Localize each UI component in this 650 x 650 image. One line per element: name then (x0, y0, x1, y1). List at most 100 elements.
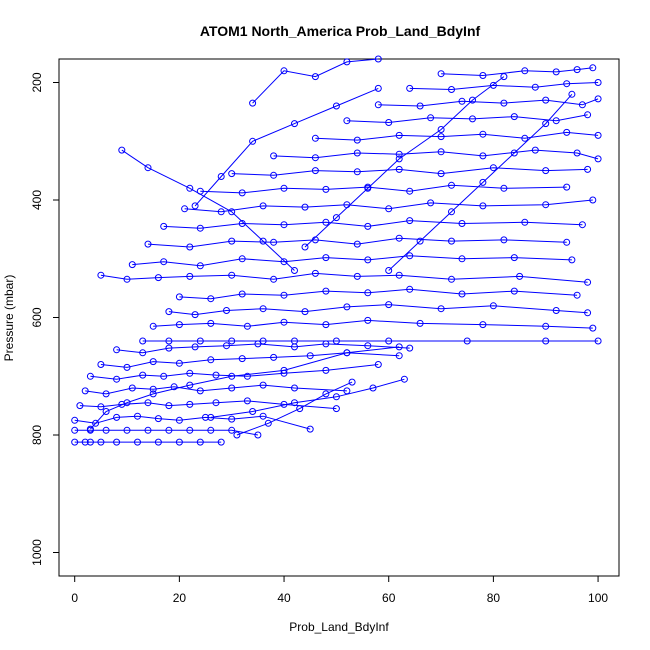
data-point (395, 150, 403, 158)
y-axis: 200 400 600 800 1000 (30, 72, 59, 566)
data-point (374, 55, 382, 63)
data-point (458, 290, 466, 298)
data-point (364, 184, 372, 192)
data-point (228, 384, 236, 392)
series-line (409, 82, 599, 91)
data-point (521, 134, 529, 142)
y-axis-label: Pressure (mbar) (2, 275, 16, 362)
data-point (165, 337, 173, 345)
data-point (568, 90, 576, 98)
data-series (97, 269, 592, 286)
data-point (92, 419, 100, 427)
data-series (71, 426, 262, 439)
data-point (353, 149, 361, 157)
data-point (160, 222, 168, 230)
data-point (113, 438, 121, 446)
data-point (238, 355, 246, 363)
series-line (116, 343, 410, 354)
data-point (437, 305, 445, 313)
data-point (332, 337, 340, 345)
data-point (228, 426, 236, 434)
data-point (113, 413, 121, 421)
data-point (191, 343, 199, 351)
data-series (343, 111, 592, 126)
data-point (144, 240, 152, 248)
series-line (378, 98, 599, 107)
data-point (311, 269, 319, 277)
data-series (301, 73, 508, 251)
data-point (280, 291, 288, 299)
data-point (175, 321, 183, 329)
data-point (448, 208, 455, 216)
data-point (563, 183, 571, 191)
data-series (128, 252, 576, 270)
data-point (437, 126, 445, 133)
data-series (86, 343, 403, 433)
data-point (322, 254, 330, 262)
data-point (97, 403, 105, 411)
data-point (280, 67, 288, 75)
data-point (322, 366, 330, 374)
data-point (479, 202, 487, 210)
data-point (191, 311, 199, 319)
data-point (589, 324, 597, 332)
data-point (280, 318, 288, 326)
data-series (270, 146, 602, 163)
data-point (123, 426, 131, 434)
data-point (552, 68, 560, 76)
data-point (542, 322, 550, 330)
data-point (552, 117, 560, 125)
data-point (385, 337, 393, 345)
data-point (165, 344, 173, 352)
data-point (238, 290, 246, 298)
data-series (406, 79, 602, 93)
data-point (406, 344, 414, 352)
series-line (79, 400, 337, 410)
data-point (448, 86, 455, 93)
data-point (165, 426, 173, 434)
data-point (568, 256, 576, 264)
data-series (144, 234, 571, 251)
data-point (270, 353, 278, 361)
data-point (259, 412, 267, 420)
data-point (175, 293, 183, 301)
data-point (123, 399, 131, 407)
series-line (153, 319, 593, 329)
data-point (500, 73, 508, 81)
data-point (102, 426, 110, 434)
data-point (578, 101, 586, 109)
data-point (186, 272, 194, 280)
series-line (85, 384, 347, 395)
data-point (149, 385, 157, 393)
series-line (184, 199, 593, 213)
data-point (584, 278, 592, 286)
data-series (139, 337, 602, 345)
data-point (448, 237, 455, 245)
data-point (254, 431, 262, 439)
data-point (291, 267, 298, 274)
data-point (332, 405, 340, 413)
data-point (306, 352, 314, 360)
data-point (86, 438, 94, 446)
data-series (374, 95, 602, 110)
data-point (202, 413, 209, 421)
data-point (364, 342, 372, 350)
data-point (427, 114, 435, 122)
data-point (385, 267, 393, 274)
data-point (374, 361, 382, 368)
data-point (270, 238, 278, 246)
y-tick-label: 200 (30, 72, 44, 92)
data-point (243, 322, 251, 330)
data-point (139, 337, 147, 345)
data-point (542, 167, 550, 175)
data-point (406, 217, 414, 225)
data-point (102, 408, 110, 415)
data-point (584, 309, 592, 317)
data-point (489, 164, 497, 172)
data-point (301, 203, 309, 211)
x-tick-label: 40 (277, 591, 291, 605)
data-point (270, 275, 278, 283)
series-line (304, 76, 505, 248)
data-point (458, 220, 466, 227)
